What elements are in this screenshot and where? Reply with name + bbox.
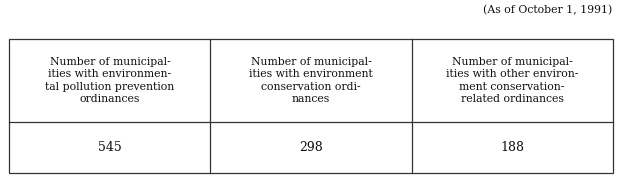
Text: Number of municipal-
ities with environment
conservation ordi-
nances: Number of municipal- ities with environm… (249, 57, 373, 104)
Bar (9, 39, 613, 173)
Text: Number of municipal-
ities with environmen-
tal pollution prevention
ordinances: Number of municipal- ities with environm… (45, 57, 175, 104)
Text: (As of October 1, 1991): (As of October 1, 1991) (483, 5, 613, 16)
Text: 545: 545 (98, 141, 122, 154)
Text: 298: 298 (299, 141, 323, 154)
Text: 188: 188 (500, 141, 524, 154)
Text: Number of municipal-
ities with other environ-
ment conservation-
related ordina: Number of municipal- ities with other en… (446, 57, 578, 104)
